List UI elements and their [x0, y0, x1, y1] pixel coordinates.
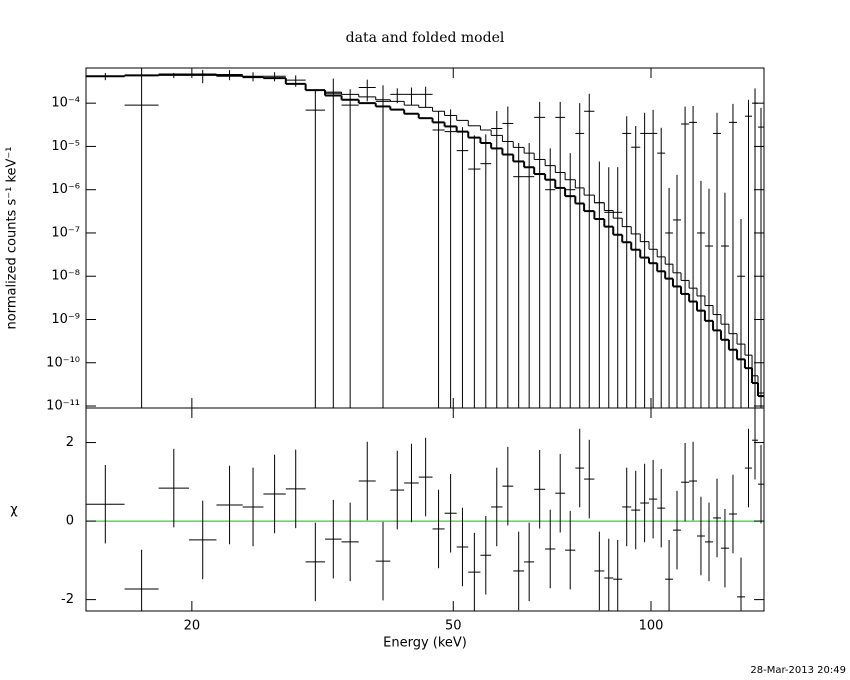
- y-tick-label: 10⁻¹⁰: [46, 355, 80, 370]
- y-tick-label: 10⁻⁸: [51, 269, 80, 284]
- y-tick-label: -2: [61, 592, 74, 607]
- x-tick-label: 50: [445, 619, 462, 634]
- y-tick-label: 10⁻⁴: [51, 96, 80, 111]
- y-tick-label: 0: [66, 514, 74, 529]
- y-tick-label: 10⁻⁶: [51, 182, 80, 197]
- y-tick-label: 10⁻⁷: [51, 225, 80, 240]
- spectrum-area: [86, 68, 764, 408]
- x-axis-label: Energy (keV): [383, 636, 467, 651]
- x-tick-label: 20: [184, 619, 201, 634]
- chart-title: data and folded model: [346, 30, 505, 46]
- residual-area: [86, 408, 764, 611]
- y-tick-label: 10⁻¹¹: [46, 399, 80, 414]
- plot-frame: [85, 407, 765, 612]
- timestamp: 28-Mar-2013 20:49: [750, 665, 846, 676]
- y-tick-label: 10⁻⁵: [51, 139, 80, 154]
- y-tick-label: 2: [66, 435, 74, 450]
- y-axis-label: χ: [10, 503, 18, 518]
- y-axis-label: normalized counts s⁻¹ keV⁻¹: [5, 147, 20, 330]
- y-tick-label: 10⁻⁹: [51, 312, 80, 327]
- x-tick-label: 100: [639, 619, 664, 634]
